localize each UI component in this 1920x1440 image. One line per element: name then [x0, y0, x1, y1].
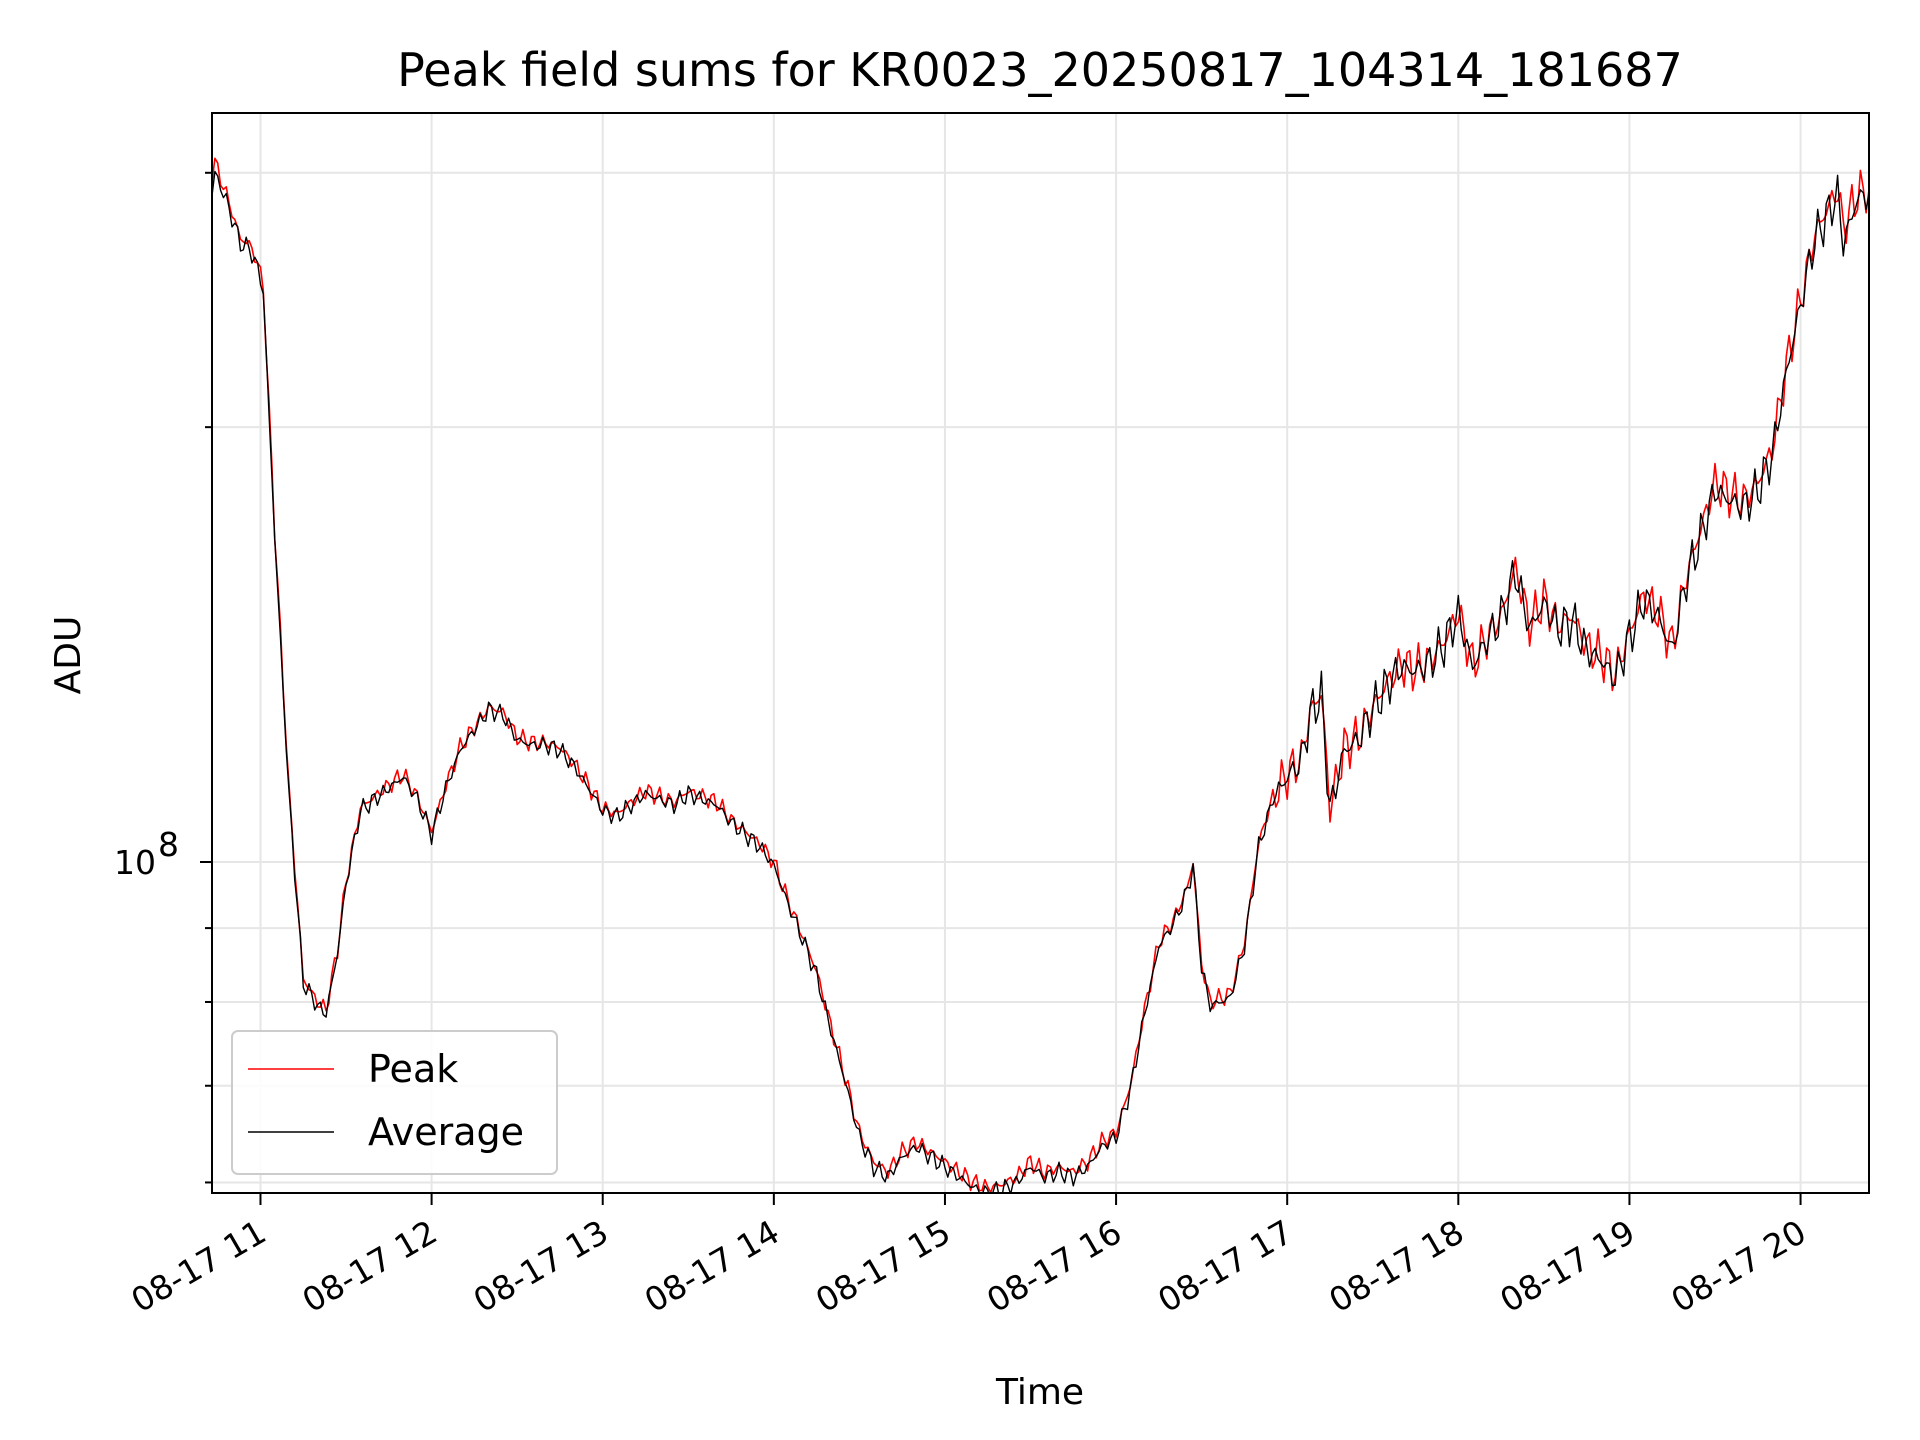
x-tick-label: 08-17 14: [638, 1212, 786, 1320]
x-tick-label: 08-17 16: [980, 1212, 1128, 1320]
chart-title: Peak field sums for KR0023_20250817_1043…: [397, 43, 1683, 97]
series-layer: [212, 157, 1869, 1193]
y-axis-label: ADU: [48, 616, 89, 695]
legend-label-average: Average: [368, 1110, 524, 1154]
y-tick-label: 10: [114, 843, 156, 882]
y-tick-exponent: 8: [158, 825, 179, 864]
x-tick-label: 08-17 13: [467, 1212, 615, 1320]
legend: Peak Average: [231, 1030, 558, 1175]
x-tick-label: 08-17 18: [1322, 1212, 1470, 1320]
x-tick-label: 08-17 20: [1665, 1212, 1813, 1320]
plot-frame: [211, 112, 1870, 1194]
x-tick-label: 08-17 12: [296, 1212, 444, 1320]
x-axis-label: Time: [995, 1372, 1084, 1413]
x-tick-label: 08-17 19: [1493, 1212, 1641, 1320]
grid-layer: [212, 113, 1869, 1193]
series-line-average: [212, 170, 1869, 1193]
x-tick-label: 08-17 11: [124, 1212, 272, 1320]
x-tick-label: 08-17 15: [809, 1212, 957, 1320]
x-tick-label: 08-17 17: [1151, 1212, 1299, 1320]
legend-box: [231, 1030, 558, 1175]
legend-label-peak: Peak: [368, 1047, 458, 1091]
y-tick-base: 10: [114, 843, 156, 882]
